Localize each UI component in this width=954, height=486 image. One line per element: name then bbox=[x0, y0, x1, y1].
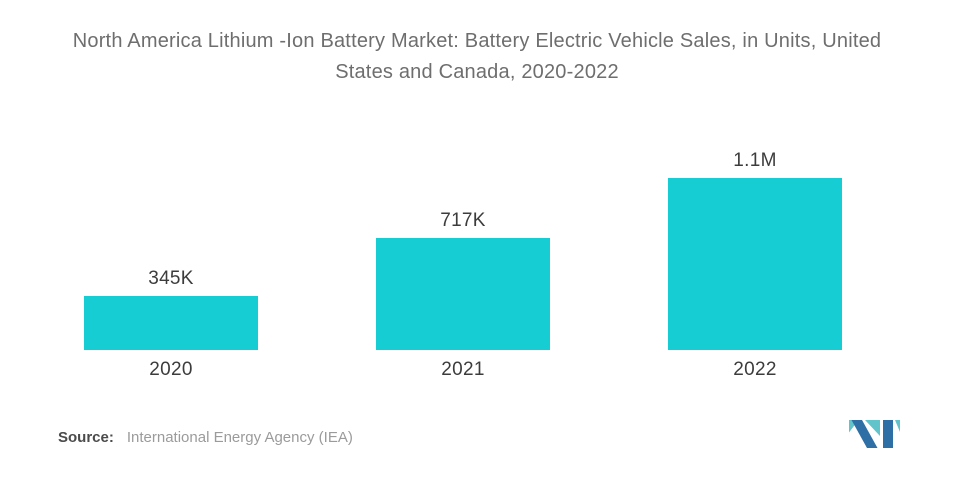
bar bbox=[376, 238, 550, 350]
x-axis-label: 2022 bbox=[733, 359, 777, 380]
bar-chart: 345K 2020 717K 2021 1.1M 2022 bbox=[84, 140, 842, 380]
logo-teal-mid-triangle bbox=[865, 420, 880, 436]
bar-group-2022: 1.1M 2022 bbox=[668, 150, 842, 380]
bar bbox=[668, 178, 842, 350]
bar-value-label: 717K bbox=[440, 210, 486, 231]
logo-blue-bar bbox=[883, 420, 893, 448]
bar-value-label: 1.1M bbox=[733, 150, 777, 171]
logo-teal-right-sliver bbox=[895, 420, 900, 432]
bar bbox=[84, 296, 258, 350]
bar-group-2020: 345K 2020 bbox=[84, 268, 258, 380]
x-axis-label: 2020 bbox=[149, 359, 193, 380]
chart-title: North America Lithium -Ion Battery Marke… bbox=[72, 30, 882, 83]
mordor-intelligence-logo bbox=[849, 420, 900, 448]
source-label: Source: bbox=[58, 429, 114, 446]
x-axis-label: 2021 bbox=[441, 359, 485, 380]
bar-value-label: 345K bbox=[148, 268, 194, 289]
bar-group-2021: 717K 2021 bbox=[376, 210, 550, 380]
logo-blue-diagonal bbox=[851, 420, 878, 448]
source-text: International Energy Agency (IEA) bbox=[126, 429, 353, 446]
source-attribution: Source: International Energy Agency (IEA… bbox=[58, 429, 353, 446]
